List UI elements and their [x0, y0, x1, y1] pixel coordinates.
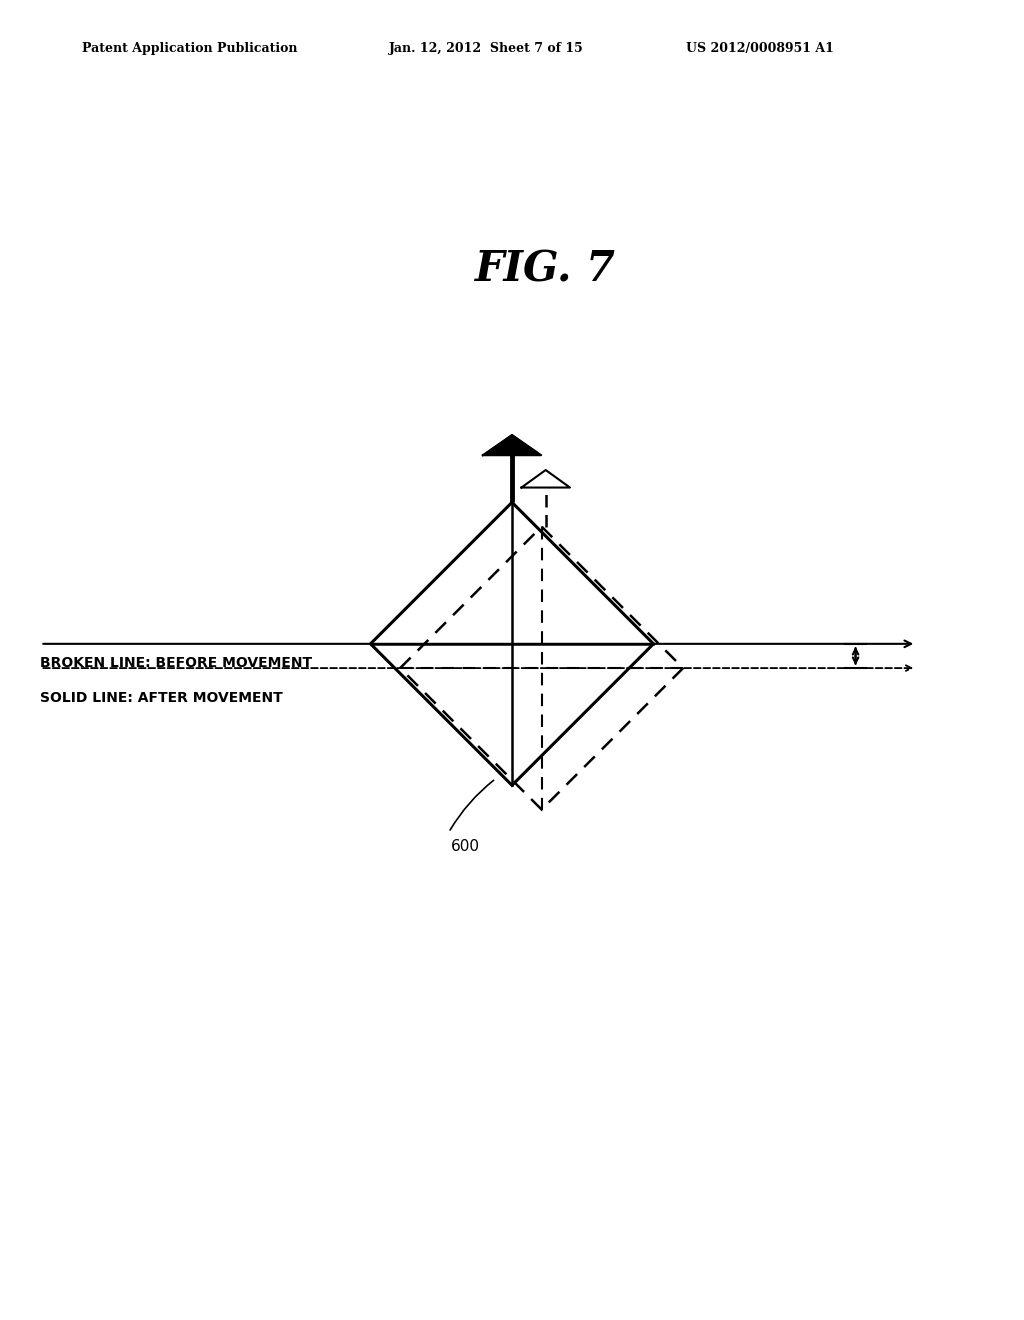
Text: Patent Application Publication: Patent Application Publication: [82, 42, 297, 55]
Text: SOLID LINE: AFTER MOVEMENT: SOLID LINE: AFTER MOVEMENT: [40, 690, 284, 705]
Text: BROKEN LINE: BEFORE MOVEMENT: BROKEN LINE: BEFORE MOVEMENT: [40, 656, 312, 669]
Text: US 2012/0008951 A1: US 2012/0008951 A1: [686, 42, 834, 55]
Text: 600: 600: [452, 840, 480, 854]
Text: FIG. 7: FIG. 7: [475, 248, 616, 290]
Text: Jan. 12, 2012  Sheet 7 of 15: Jan. 12, 2012 Sheet 7 of 15: [389, 42, 584, 55]
Polygon shape: [483, 436, 541, 455]
